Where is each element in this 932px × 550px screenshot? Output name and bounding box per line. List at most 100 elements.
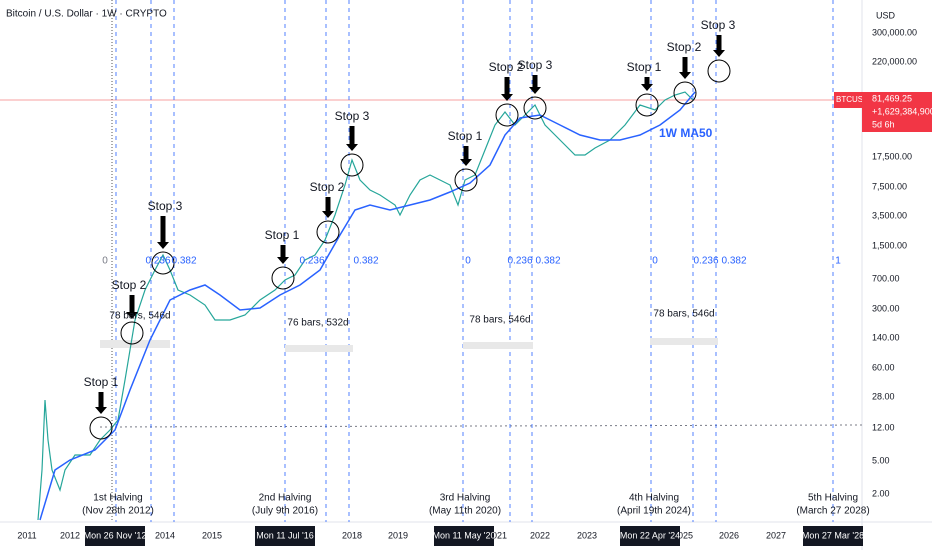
stop-circle [673,81,697,105]
halving-date: (Nov 28th 2012) [82,506,154,517]
year-label: 2019 [388,530,408,540]
symbol-label: BTCUSD [836,95,869,104]
year-label: 2025 [673,530,693,540]
price-axis-label: 2.00 [872,488,890,498]
halving-name: 2nd Halving [259,493,312,504]
currency-label: USD [876,10,896,20]
price-axis-label: 300.00 [872,303,900,313]
stop-circle [271,266,295,290]
chart-title: Bitcoin / U.S. Dollar · 1W · CRYPTO [6,9,167,20]
bar-count-label: 78 bars, 546d [109,311,170,322]
stop-circle [707,59,731,83]
stop-arrow [346,126,358,151]
halving-name: 1st Halving [93,493,142,504]
halving-date: (April 19th 2024) [617,506,691,517]
date-label: Mon 11 Jul '16 [256,530,314,540]
price-axis-label: 220,000.00 [872,56,917,66]
fib-label: 0.382 [721,256,746,267]
stop-arrow [501,77,513,101]
range-box [285,345,353,352]
date-label: Mon 26 Nov '12 [84,530,147,540]
price-axis-label: 1,500.00 [872,240,907,250]
price-axis-label: 5.00 [872,455,890,465]
price-axis-label: 300,000.00 [872,27,917,37]
fib-label: 0.382 [535,256,560,267]
stop-arrow [713,35,725,57]
date-marker [85,526,145,546]
stop-label: Stop 3 [335,109,370,123]
year-label: 2022 [530,530,550,540]
fib-label: 0.236 [693,256,718,267]
bar-countdown: 5d 6h [872,119,895,129]
price-change: +1,629,384,900.00 [872,106,932,116]
symbol-tag [834,92,862,108]
fib-label: 0 [102,256,108,267]
date-marker [620,526,680,546]
price-axis-label: 12.00 [872,422,895,432]
stop-label: Stop 1 [84,375,119,389]
stop-circle [523,96,547,120]
year-label: 2026 [719,530,739,540]
halving-date: (May 11th 2020) [429,506,501,517]
fib-label: 0.382 [171,256,196,267]
stop-label: Stop 2 [667,40,702,54]
stop-arrow [641,77,653,91]
price-axis-label: 140.00 [872,332,900,342]
fib-label: 0.236 [507,256,532,267]
fib-label: 0 [652,256,658,267]
fib-label: 0 [465,256,471,267]
stop-circle [340,153,364,177]
halving-date: (March 27 2028) [796,506,869,517]
price-axis-label: 3,500.00 [872,210,907,220]
date-marker [803,526,863,546]
halving-lines [115,0,834,522]
price-axis-label: 700.00 [872,273,900,283]
stop-circle [495,103,519,127]
stop-arrow [529,75,541,94]
bar-count-label: 78 bars, 546d [653,309,714,320]
stop-circle [89,416,113,440]
year-label: 2021 [487,530,507,540]
price-axis-label: 7,500.00 [872,181,907,191]
stop-circle [635,93,659,117]
year-label: 2018 [342,530,362,540]
last-price: 81,469.25 [872,93,912,103]
year-label: 2011 [17,530,36,540]
stop-arrow [322,197,334,218]
price-tag [862,92,932,132]
halving-name: 4th Halving [629,493,679,504]
stop-label: Stop 1 [448,129,483,143]
fib-label: 0.236 [299,256,324,267]
stop-arrow [679,57,691,79]
fib-label: 1 [835,256,841,267]
year-label: 2014 [155,530,175,540]
level-line [99,424,863,428]
stop-arrow [95,392,107,414]
year-label: 2027 [766,530,786,540]
stop-arrow [157,216,169,249]
stop-circle [454,168,478,192]
fib-label: 0.236 [145,256,170,267]
stop-circle [120,321,144,345]
year-label: 2015 [202,530,222,540]
bar-count-label: 78 bars, 546d [469,315,530,326]
stop-circle [316,220,340,244]
stop-arrow [277,245,289,264]
stop-label: Stop 1 [627,60,662,74]
fib-label: 0.382 [353,256,378,267]
halving-name: 3rd Halving [440,493,491,504]
stop-label: Stop 1 [265,228,300,242]
date-marker [255,526,315,546]
ma50-line [39,91,696,521]
date-label: Mon 27 Mar '28 [802,530,864,540]
date-label: Mon 11 May '20 [432,530,495,540]
stop-label: Stop 3 [148,199,183,213]
price-axis-label: 28.00 [872,391,895,401]
year-label: 2012 [60,530,80,540]
halving-name: 5th Halving [808,493,858,504]
date-label: Mon 22 Apr '24 [620,530,680,540]
range-box [463,342,533,349]
price-axis-label: 17,500.00 [872,151,912,161]
